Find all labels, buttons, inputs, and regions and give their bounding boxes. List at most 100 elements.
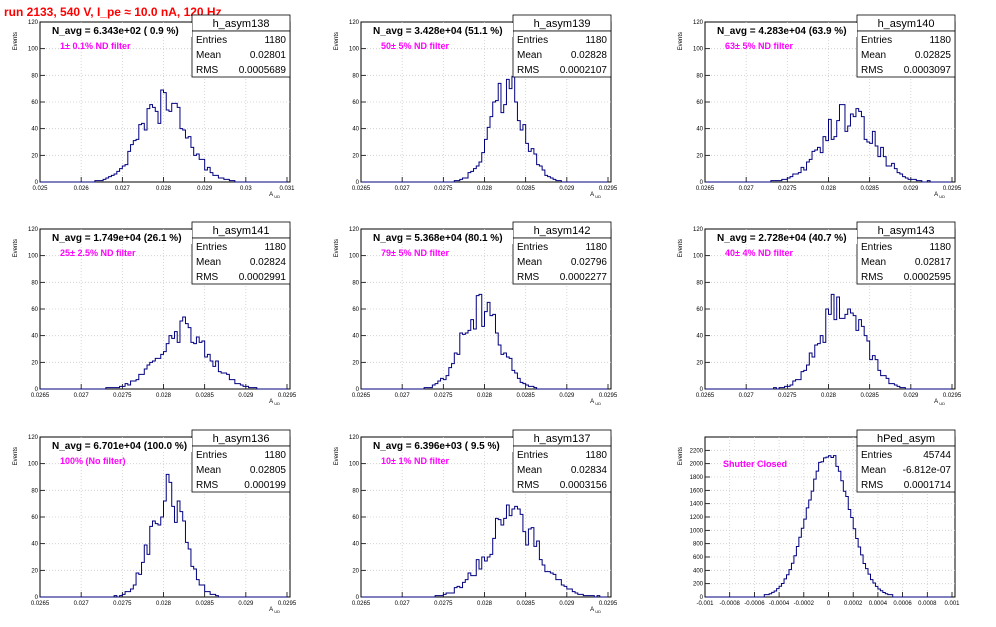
x-tick-label: 0	[827, 601, 831, 607]
stats-value: 1180	[585, 35, 607, 46]
x-tick-label: 0.0295	[943, 186, 962, 192]
annotation-text: 79± 5% ND filter	[381, 248, 449, 258]
stats-value: 0.02825	[915, 50, 952, 61]
y-tick-label: 120	[28, 435, 39, 441]
stats-label: RMS	[517, 272, 540, 283]
y-tick-label: 40	[696, 334, 703, 340]
stats-value: -6.812e-07	[903, 465, 952, 476]
y-tick-label: 100	[693, 254, 704, 260]
stats-label: RMS	[861, 480, 884, 491]
y-tick-label: 80	[31, 280, 38, 286]
annotation-text: 63± 5% ND filter	[725, 41, 793, 51]
stats-label: RMS	[861, 65, 884, 76]
stats-label: Entries	[196, 450, 227, 461]
stats-label: RMS	[196, 65, 219, 76]
stats-label: Entries	[517, 35, 548, 46]
stats-box	[856, 237, 956, 285]
stats-label: Entries	[517, 242, 548, 253]
header-text: N_avg = 5.368e+04 (80.1 %)	[373, 233, 503, 244]
y-tick-label: 80	[31, 488, 38, 494]
y-tick-label: 60	[352, 307, 359, 313]
stats-value: 1180	[585, 242, 607, 253]
x-tick-label: 0.03	[240, 186, 252, 192]
x-axis-label: A UD	[934, 399, 945, 406]
y-axis-label: Events	[678, 32, 684, 50]
y-axis-label: Events	[13, 447, 19, 465]
annotation-text: 25± 2.5% ND filter	[60, 248, 136, 258]
x-tick-label: 0.0275	[113, 601, 132, 607]
annotation-text: 100% (No filter)	[60, 456, 126, 466]
x-tick-label: -0.0002	[794, 601, 815, 607]
stats-value: 0.02834	[571, 465, 608, 476]
panel-h_asym136: 0.0265 0.027 0.0275 0.028 0.0285 0.029 0.0295 0…	[13, 429, 297, 614]
panel-h_asym141: 0.0265 0.027 0.0275 0.028 0.0285 0.029 0.0295 0…	[13, 221, 297, 406]
x-tick-label: 0.0265	[352, 601, 371, 607]
x-tick-label: 0.027	[74, 393, 90, 399]
x-tick-label: 0.029	[903, 186, 919, 192]
y-tick-label: 40	[31, 542, 38, 548]
y-tick-label: 800	[693, 542, 704, 548]
x-tick-label: 0.028	[477, 393, 493, 399]
y-tick-label: 100	[349, 462, 360, 468]
annotation-text: Shutter Closed	[723, 459, 787, 469]
x-tick-label: 0.028	[156, 393, 172, 399]
y-tick-label: 20	[31, 568, 38, 574]
x-tick-label: 0.0295	[599, 601, 618, 607]
stats-box	[191, 445, 291, 493]
y-tick-label: 120	[349, 435, 360, 441]
x-tick-label: 0.029	[197, 186, 213, 192]
x-tick-label: 0.0006	[893, 601, 912, 607]
y-tick-label: 1400	[690, 502, 704, 508]
y-tick-label: 120	[693, 20, 704, 26]
y-tick-label: 100	[693, 47, 704, 53]
y-tick-label: 120	[28, 227, 39, 233]
x-tick-label: 0.029	[903, 393, 919, 399]
stats-label: Mean	[861, 465, 886, 476]
stats-value: 0.000199	[244, 480, 286, 491]
x-tick-label: 0.031	[279, 186, 295, 192]
panel-h_asym137: 0.0265 0.027 0.0275 0.028 0.0285 0.029 0.0295 0…	[334, 429, 618, 614]
y-tick-label: 80	[31, 73, 38, 79]
x-tick-label: 0.029	[559, 601, 575, 607]
panel-hPed_asym: -0.001 -0.0008 -0.0006 -0.0004 -0.0002 0 0.000…	[678, 429, 960, 607]
y-tick-label: 1800	[690, 475, 704, 481]
x-tick-label: 0.027	[74, 601, 90, 607]
stats-box	[512, 445, 612, 493]
y-tick-label: 0	[356, 180, 360, 186]
x-tick-label: 0.0008	[918, 601, 937, 607]
y-tick-label: 20	[696, 153, 703, 159]
y-tick-label: 100	[28, 254, 39, 260]
x-tick-label: 0.029	[238, 601, 254, 607]
y-tick-label: 60	[696, 307, 703, 313]
histogram-series	[361, 293, 608, 390]
x-tick-label: 0.0275	[778, 186, 797, 192]
stats-label: RMS	[861, 272, 884, 283]
stats-box	[856, 445, 956, 493]
x-axis-label: A UD	[269, 192, 280, 199]
stats-label: RMS	[196, 480, 219, 491]
histogram-series	[361, 504, 608, 598]
histogram-series	[705, 293, 952, 390]
stats-value: 0.0002277	[560, 272, 608, 283]
x-axis-label: A UD	[590, 607, 601, 614]
stats-label: Entries	[196, 242, 227, 253]
y-tick-label: 60	[352, 100, 359, 106]
header-box	[42, 230, 192, 244]
y-tick-label: 120	[28, 20, 39, 26]
stats-box	[191, 30, 291, 78]
y-axis-label: Events	[13, 32, 19, 50]
x-tick-label: -0.001	[696, 601, 714, 607]
stats-box	[191, 237, 291, 285]
stats-value: 1180	[929, 35, 951, 46]
y-tick-label: 100	[349, 47, 360, 53]
y-tick-label: 40	[696, 127, 703, 133]
y-tick-label: 20	[352, 153, 359, 159]
x-tick-label: 0.0002	[844, 601, 863, 607]
y-tick-label: 1600	[690, 488, 704, 494]
x-tick-label: 0.0285	[860, 393, 879, 399]
stats-value: 0.0002991	[239, 272, 287, 283]
stats-label: Mean	[517, 257, 542, 268]
header-text: N_avg = 3.428e+04 (51.1 %)	[373, 26, 503, 37]
y-tick-label: 80	[696, 73, 703, 79]
